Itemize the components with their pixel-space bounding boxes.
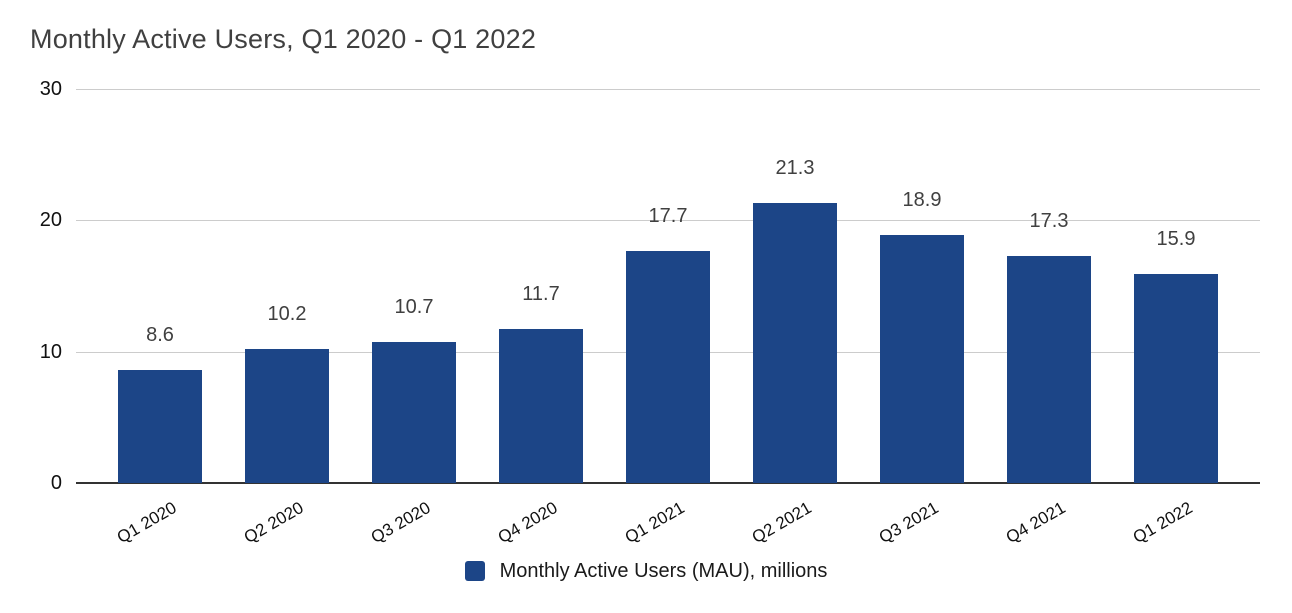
- bar-q1-2022: [1134, 274, 1218, 483]
- x-axis-label: Q1 2021: [621, 498, 688, 548]
- x-axis-label: Q4 2020: [494, 498, 561, 548]
- bar-q3-2021: [880, 234, 964, 483]
- bar-value-label: 18.9: [902, 188, 942, 211]
- x-axis-label: Q1 2022: [1129, 498, 1196, 548]
- x-axis-label: Q3 2020: [367, 498, 434, 548]
- x-axis-label: Q4 2021: [1002, 498, 1069, 548]
- y-tick-label: 10: [39, 340, 62, 363]
- bar-q2-2021: [753, 203, 837, 483]
- x-axis-label: Q2 2021: [748, 498, 815, 548]
- bar-q4-2021: [1007, 255, 1091, 483]
- bar-value-label: 10.2: [267, 303, 307, 326]
- y-tick-label: 30: [39, 78, 62, 100]
- bar-q1-2021: [626, 250, 710, 483]
- legend-swatch: [464, 561, 485, 581]
- bar-value-label: 17.7: [648, 204, 688, 227]
- y-tick-label: 0: [50, 472, 62, 494]
- legend-label: Monthly Active Users (MAU), millions: [499, 559, 828, 582]
- x-axis-label: Q2 2020: [240, 498, 307, 548]
- bar-q2-2020: [245, 349, 329, 483]
- bar-value-label: 21.3: [775, 157, 815, 180]
- y-tick-label: 20: [39, 209, 62, 232]
- legend: Monthly Active Users (MAU), millions: [0, 556, 1292, 586]
- bar-q1-2020: [118, 370, 202, 483]
- bar-value-label: 8.6: [146, 324, 174, 347]
- bar-q4-2020: [499, 329, 583, 483]
- x-axis-baseline: [76, 482, 1260, 484]
- x-axis-label: Q3 2021: [875, 498, 942, 548]
- bar-value-label: 17.3: [1029, 209, 1069, 232]
- bar-value-label: 15.9: [1156, 228, 1196, 251]
- gridline: [76, 220, 1260, 222]
- bar-value-label: 10.7: [394, 296, 434, 319]
- x-axis-label: Q1 2020: [113, 498, 180, 548]
- bar-q3-2020: [372, 342, 456, 483]
- gridline: [76, 89, 1260, 90]
- bar-value-label: 11.7: [522, 283, 560, 306]
- chart-title: Monthly Active Users, Q1 2020 - Q1 2022: [30, 24, 537, 54]
